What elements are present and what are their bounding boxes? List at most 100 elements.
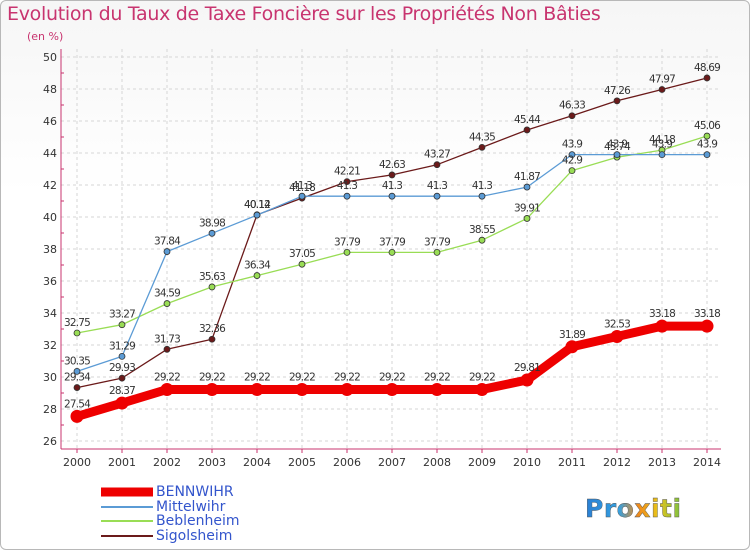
data-label-mittelwihr: 31.29 (109, 340, 135, 352)
data-point-bennwihr (565, 340, 579, 354)
data-point-bennwihr (655, 319, 669, 333)
legend-label-bennwihr: BENNWIHR (156, 484, 234, 500)
data-label-beblenheim: 38.55 (469, 224, 495, 236)
data-label-sigolsheim: 47.97 (649, 73, 675, 85)
data-point-beblenheim (703, 132, 711, 140)
data-label-sigolsheim: 40.14 (244, 199, 271, 211)
data-point-beblenheim (568, 167, 576, 175)
data-point-bennwihr (115, 396, 129, 410)
x-tick-label: 2002 (153, 456, 181, 469)
data-point-mittelwihr (208, 229, 216, 237)
data-label-sigolsheim: 43.27 (424, 149, 450, 161)
data-label-sigolsheim: 44.35 (469, 131, 495, 143)
data-point-bennwihr (205, 382, 219, 396)
x-tick-label: 2007 (378, 456, 406, 469)
data-label-beblenheim: 37.79 (424, 236, 450, 248)
data-point-mittelwihr (613, 151, 621, 159)
data-point-mittelwihr (433, 192, 441, 200)
data-point-mittelwihr (703, 151, 711, 159)
data-point-beblenheim (388, 248, 396, 256)
data-point-sigolsheim (703, 74, 711, 82)
y-tick-label: 26 (43, 435, 57, 448)
x-tick-label: 2009 (468, 456, 496, 469)
y-tick-label: 28 (43, 403, 57, 416)
data-label-beblenheim: 44.18 (649, 134, 675, 146)
data-point-bennwihr (700, 319, 714, 333)
data-label-bennwihr: 31.89 (559, 329, 585, 341)
data-point-beblenheim (298, 260, 306, 268)
data-label-sigolsheim: 32.36 (199, 323, 226, 335)
data-label-mittelwihr: 41.3 (292, 180, 312, 192)
data-point-bennwihr (385, 382, 399, 396)
data-label-mittelwihr: 38.98 (199, 217, 225, 229)
data-label-sigolsheim: 42.21 (334, 166, 360, 178)
data-point-mittelwihr (118, 352, 126, 360)
data-point-sigolsheim (388, 171, 396, 179)
data-label-sigolsheim: 31.73 (154, 333, 180, 345)
x-tick-label: 2010 (513, 456, 541, 469)
data-point-bennwihr (160, 382, 174, 396)
data-label-bennwihr: 29.81 (514, 362, 540, 374)
legend-swatch-bennwihr (101, 487, 153, 497)
y-tick-label: 32 (43, 339, 57, 352)
data-label-beblenheim: 32.75 (64, 317, 90, 329)
y-tick-label: 48 (43, 83, 57, 96)
data-label-mittelwihr: 30.35 (64, 355, 90, 367)
data-point-mittelwihr (388, 192, 396, 200)
legend-swatch-mittelwihr (101, 505, 153, 508)
data-point-bennwihr (250, 382, 264, 396)
legend-label-mittelwihr: Mittelwihr (156, 498, 226, 515)
data-label-bennwihr: 32.53 (604, 319, 630, 331)
data-label-bennwihr: 27.54 (64, 398, 91, 410)
y-tick-label: 30 (43, 371, 57, 384)
y-unit-label: (en %) (27, 30, 64, 43)
data-label-beblenheim: 36.34 (244, 260, 271, 272)
x-tick-label: 2013 (648, 456, 676, 469)
data-label-mittelwihr: 43.9 (652, 139, 672, 151)
data-label-bennwihr: 29.22 (379, 371, 405, 383)
data-point-mittelwihr (478, 192, 486, 200)
data-label-beblenheim: 35.63 (199, 271, 225, 283)
logo-text: Proxiti (585, 494, 682, 523)
data-point-bennwihr (430, 382, 444, 396)
data-label-mittelwihr: 43.9 (562, 139, 582, 151)
data-point-sigolsheim (568, 112, 576, 120)
x-tick-label: 2001 (108, 456, 136, 469)
y-tick-label: 34 (43, 307, 57, 320)
data-point-beblenheim (208, 283, 216, 291)
data-point-beblenheim (163, 300, 171, 307)
x-tick-label: 2000 (63, 456, 91, 469)
data-point-sigolsheim (478, 143, 486, 151)
data-label-beblenheim: 39.91 (514, 202, 540, 214)
data-point-beblenheim (433, 248, 441, 256)
y-tick-label: 40 (43, 211, 57, 224)
x-tick-label: 2012 (603, 456, 631, 469)
data-label-beblenheim: 45.06 (694, 120, 721, 132)
data-point-bennwihr (610, 330, 624, 344)
y-tick-label: 50 (43, 51, 57, 64)
data-point-mittelwihr (73, 367, 81, 375)
data-label-beblenheim: 37.05 (289, 248, 315, 260)
axes: 26 28 30 32 34 36 38 40 42 44 46 48 50 2000 2001 2002 20… (43, 49, 721, 469)
data-point-mittelwihr (298, 192, 306, 200)
x-tick-label: 2003 (198, 456, 226, 469)
data-point-mittelwihr (343, 192, 351, 200)
data-label-beblenheim: 43.74 (604, 141, 631, 153)
data-label-mittelwihr: 40.12 (244, 199, 270, 211)
data-label-sigolsheim: 41.18 (289, 182, 315, 194)
data-label-sigolsheim: 46.33 (559, 100, 585, 112)
data-point-bennwihr (475, 382, 489, 396)
data-point-mittelwihr (163, 248, 171, 255)
data-label-bennwihr: 29.22 (199, 371, 225, 383)
y-tick-label: 46 (43, 115, 57, 128)
data-point-sigolsheim (163, 345, 171, 353)
data-labels: 29.34 29.93 31.73 32.36 40.14 41.18 42.21 42.63… (64, 62, 722, 410)
data-point-mittelwihr (523, 183, 531, 191)
x-tick-label: 2014 (693, 456, 721, 469)
x-tick-label: 2004 (243, 456, 271, 469)
data-point-sigolsheim (613, 97, 621, 105)
chart-title: Evolution du Taux de Taxe Foncière sur l… (7, 3, 601, 25)
data-point-mittelwihr (568, 151, 576, 159)
